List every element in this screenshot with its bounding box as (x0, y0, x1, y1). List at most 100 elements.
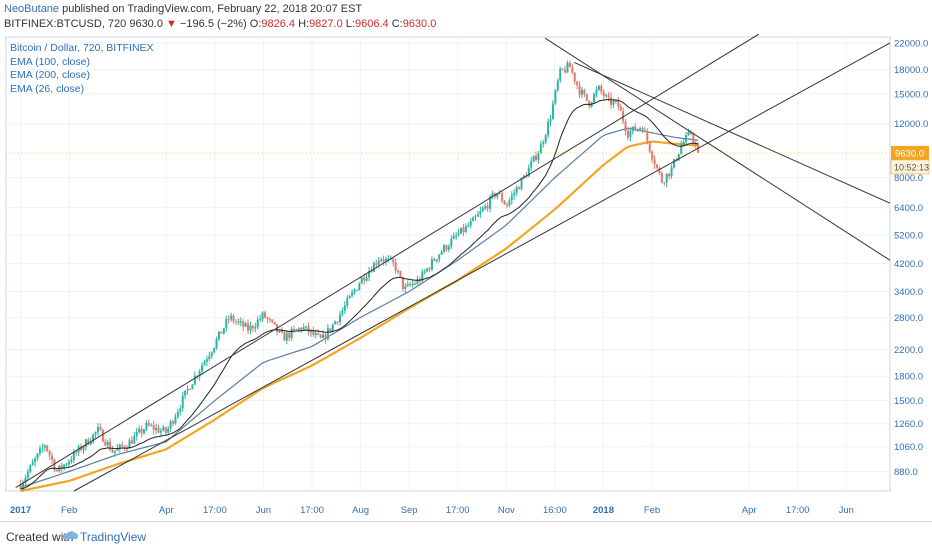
legend-ema26[interactable]: EMA (26, close) (10, 82, 85, 95)
candle-body (150, 425, 153, 427)
candle-body (622, 110, 625, 122)
candle-body (697, 144, 700, 153)
price-axis[interactable]: 880.0 1060.0 1260.0 1500.0 1800.0 2200.0 2800.… (894, 38, 928, 478)
author-link[interactable]: NeoButane (4, 3, 60, 15)
candle-body (394, 262, 397, 271)
candle-body (387, 258, 390, 260)
candle-body (302, 327, 305, 331)
x-tick-label: Apr (742, 505, 757, 516)
candle-body (648, 141, 651, 152)
candle-body (665, 173, 668, 183)
candle-body (351, 292, 354, 296)
candle-body (498, 193, 501, 195)
candle-body (411, 283, 414, 286)
candle-body (346, 298, 349, 306)
candle-body (680, 145, 683, 154)
candle-body (421, 271, 424, 282)
candle-body (215, 339, 218, 348)
candle-body (612, 101, 615, 105)
candle-body (343, 305, 346, 311)
candle-body (145, 422, 148, 430)
time-axis[interactable]: 2017 Feb Apr 17:00 Jun 17:00 Aug Sep 17:00 Nov 16:… (10, 505, 854, 516)
candle-body (489, 196, 492, 209)
candle-body (467, 225, 470, 227)
candle-body (484, 206, 487, 209)
y-tick-label: 2800.0 (894, 313, 923, 324)
candle-body (227, 319, 230, 321)
candle-body (152, 425, 155, 430)
candle-body (334, 321, 337, 325)
created-with-text: Created with (6, 530, 74, 544)
legend-ema100[interactable]: EMA (100, close) (10, 55, 90, 68)
candle-body (140, 428, 143, 434)
candle-body (360, 277, 363, 284)
legend-ema200[interactable]: EMA (200, close) (10, 69, 90, 81)
candle-body (474, 216, 477, 218)
price-change: −196.5 (−2%) (180, 18, 247, 30)
candle-body (82, 446, 85, 451)
candle-body (508, 200, 511, 206)
candle-body (544, 135, 547, 143)
candle-body (641, 128, 644, 132)
candle-body (537, 153, 540, 161)
candle-body (237, 321, 240, 323)
candle-body (682, 141, 685, 146)
candle-body (239, 321, 242, 323)
ohlc-close-label: C: (391, 18, 403, 30)
price-chart[interactable]: 880.0 1060.0 1260.0 1500.0 1800.0 2200.0 2800.… (0, 34, 932, 520)
candle-body (305, 326, 308, 328)
last-price: 9630.0 (129, 18, 163, 30)
candle-body (672, 159, 675, 168)
candle-body (406, 284, 409, 287)
candle-body (527, 167, 530, 177)
candle-body (610, 96, 613, 105)
candle-body (631, 126, 634, 132)
x-tick-label: Feb (644, 505, 660, 516)
y-tick-label: 880.0 (894, 467, 918, 478)
candle-body (660, 172, 663, 183)
candle-body (520, 177, 523, 190)
candle-body (222, 328, 225, 334)
y-tick-label: 5200.0 (894, 230, 923, 241)
candle-body (121, 444, 124, 447)
candle-body (564, 69, 567, 73)
candle-body (510, 195, 513, 201)
candle-body (355, 289, 358, 291)
candle-body (97, 426, 100, 433)
tradingview-brand-link[interactable]: TradingView (80, 530, 147, 544)
x-tick-label: 17:00 (203, 505, 227, 516)
candle-body (532, 155, 535, 162)
candle-body (53, 459, 56, 470)
candle-body (317, 333, 320, 335)
candle-body (300, 328, 303, 331)
candle-body (201, 365, 204, 372)
trendlines (15, 34, 891, 492)
candle-body (157, 427, 160, 433)
x-tick-label: 17:00 (786, 505, 810, 516)
candle-body (600, 85, 603, 92)
candle-body (668, 173, 671, 177)
candle-body (513, 192, 516, 196)
candle-body (72, 451, 75, 461)
candle-body (142, 429, 145, 434)
candle-body (416, 279, 419, 284)
candle-body (336, 321, 339, 323)
candle-body (670, 167, 673, 177)
candle-body (399, 270, 402, 277)
x-tick-label: Jun (256, 505, 271, 516)
candle-body (210, 352, 213, 357)
candle-body (423, 271, 426, 273)
symbol-name: BITFINEX:BTCUSD, 720 (4, 18, 127, 30)
candle-body (234, 321, 237, 323)
x-tick-label: Feb (61, 505, 77, 516)
candle-body (48, 451, 51, 456)
candle-body (619, 106, 622, 111)
candle-body (472, 217, 475, 222)
candle-body (549, 118, 552, 122)
candle-body (101, 429, 104, 442)
candle-body (689, 131, 692, 134)
candle-body (440, 251, 443, 255)
candle-body (658, 167, 661, 173)
candle-body (329, 328, 332, 332)
x-tick-label: 2018 (593, 505, 614, 516)
